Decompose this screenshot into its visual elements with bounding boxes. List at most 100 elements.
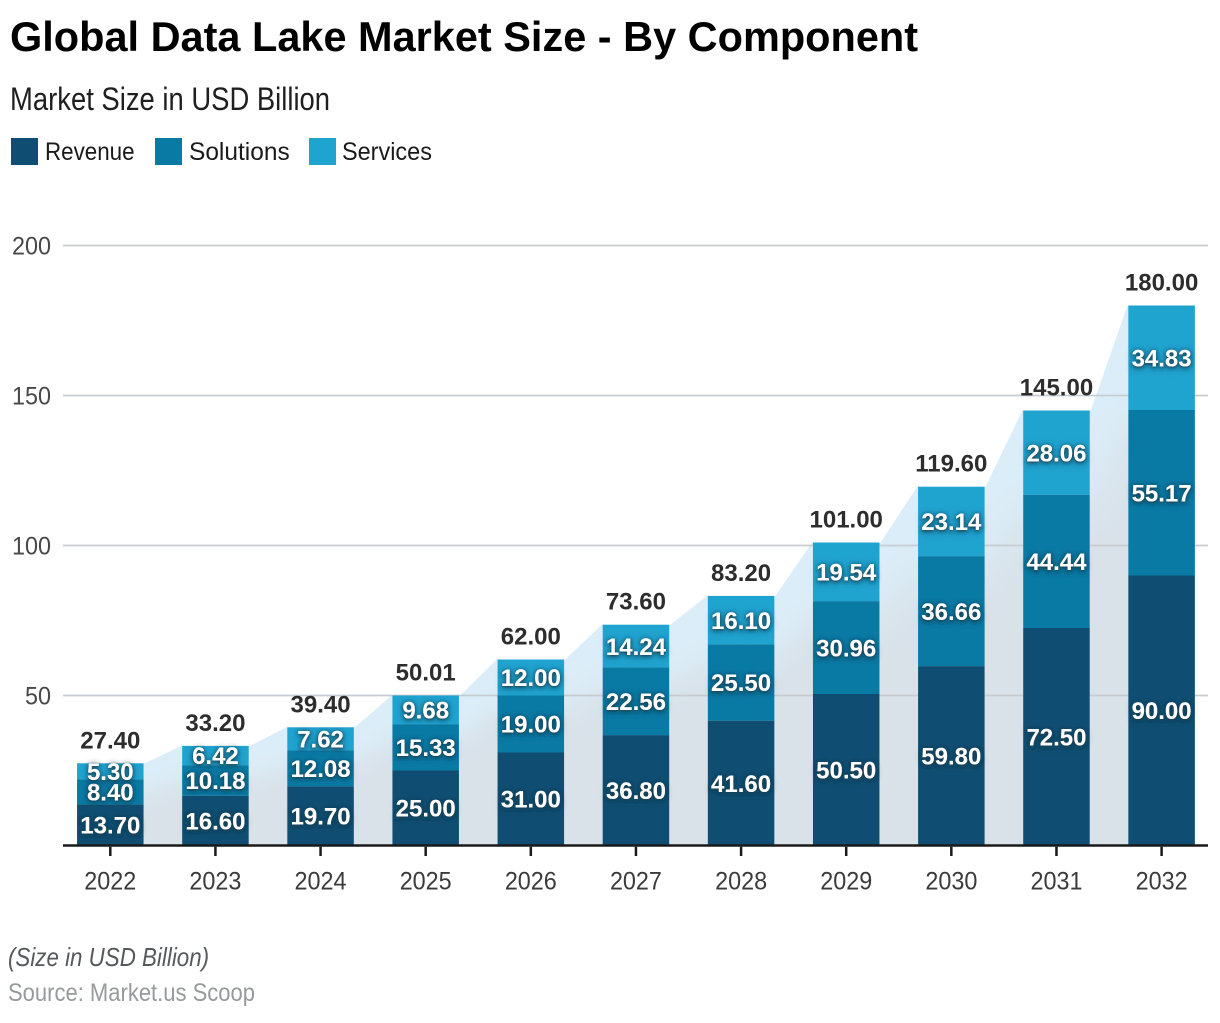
segment-label-2032-solutions: 55.17 [1132, 480, 1192, 507]
bar-segment-2032-revenue [1128, 575, 1195, 846]
segment-label-2029-services: 19.54 [816, 560, 877, 587]
bar-segment-2032-services [1128, 305, 1195, 410]
bar-segment-2029-solutions [812, 601, 880, 694]
bar-segment-2026-revenue [497, 752, 565, 846]
bar-segment-2028-solutions [707, 644, 775, 721]
bar-segment-2028-services [707, 595, 775, 645]
segment-label-2026-solutions: 19.00 [501, 712, 561, 739]
bar-segment-2032-solutions [1128, 409, 1195, 576]
segment-label-2027-services: 14.24 [606, 634, 667, 661]
segment-label-2022-solutions: 8.40 [87, 780, 134, 807]
x-axis-label: 2029 [820, 868, 872, 896]
legend-swatch-solutions [155, 138, 182, 165]
legend-swatch-services [309, 138, 336, 165]
bars [77, 305, 1195, 846]
total-label-2022: 27.40 [80, 727, 140, 754]
segment-label-2027-solutions: 22.56 [606, 689, 666, 716]
chart-subtitle: Market Size in USD Billion [10, 81, 331, 117]
x-axis-label: 2030 [925, 868, 977, 896]
segment-label-2031-revenue: 72.50 [1026, 724, 1086, 751]
segment-label-2023-services: 6.42 [192, 743, 239, 770]
total-label-2024: 39.40 [291, 691, 351, 718]
segment-label-2023-solutions: 10.18 [185, 768, 245, 795]
bar-segment-2026-services [497, 659, 565, 696]
segment-label-2028-services: 16.10 [711, 608, 771, 635]
segment-label-2032-services: 34.83 [1132, 345, 1192, 372]
segment-label-2026-revenue: 31.00 [501, 787, 561, 814]
x-axis-label: 2028 [715, 868, 767, 896]
bar-segment-2026-solutions [497, 695, 565, 753]
total-label-2029: 101.00 [810, 507, 883, 534]
segment-label-2023-revenue: 16.60 [185, 808, 245, 835]
bar-segment-2029-revenue [812, 694, 880, 846]
x-axis-label: 2022 [84, 868, 136, 896]
bar-segment-2022-revenue [77, 804, 144, 846]
segment-label-2026-services: 12.00 [501, 665, 561, 692]
x-axis-label: 2027 [610, 868, 662, 896]
segment-label-2024-solutions: 12.08 [291, 756, 351, 783]
segment-label-2031-solutions: 44.44 [1026, 549, 1087, 576]
x-axis-label: 2026 [505, 868, 557, 896]
segment-label-2030-services: 23.14 [921, 509, 982, 536]
bar-segment-2025-services [392, 695, 459, 725]
bar-segment-2030-solutions [918, 556, 985, 667]
x-axis-label: 2023 [189, 868, 241, 896]
legend-label-solutions: Solutions [189, 138, 290, 166]
bar-segment-2022-solutions [77, 779, 144, 805]
total-label-2023: 33.20 [185, 710, 245, 737]
legend-swatch-revenue [11, 138, 38, 165]
segment-label-2031-services: 28.06 [1026, 440, 1086, 467]
x-axis: 2022 2023 2024 2025 2026 2027 2028 2029 2030 2031… [63, 844, 1208, 896]
footer-source: Source: Market.us Scoop [8, 979, 256, 1007]
segment-label-2032-revenue: 90.00 [1132, 698, 1192, 725]
x-axis-label: 2032 [1136, 868, 1188, 896]
segment-label-2025-solutions: 15.33 [396, 735, 456, 762]
total-label-2030: 119.60 [915, 451, 987, 478]
footer-note: (Size in USD Billion) [8, 942, 210, 972]
bar-segment-2022-services [77, 763, 144, 780]
segment-label-2029-revenue: 50.50 [816, 757, 876, 784]
total-label-2026: 62.00 [501, 624, 561, 651]
y-axis-label: 200 [12, 233, 51, 261]
bar-segment-2025-solutions [392, 724, 459, 771]
bar-segment-2027-solutions [602, 667, 670, 736]
bar-segment-2031-services [1023, 410, 1090, 495]
bar-segment-2023-solutions [182, 765, 249, 796]
segment-label-2024-revenue: 19.70 [291, 804, 351, 831]
segment-label-2028-solutions: 25.50 [711, 670, 771, 697]
segment-label-2029-solutions: 30.96 [816, 635, 876, 662]
total-label-2025: 50.01 [396, 659, 456, 686]
x-axis-label: 2025 [400, 868, 452, 896]
bar-segment-2030-revenue [918, 666, 985, 846]
segment-label-2025-revenue: 25.00 [396, 796, 456, 823]
segment-label-2028-revenue: 41.60 [711, 771, 771, 798]
segment-label-2030-solutions: 36.66 [921, 599, 981, 626]
bar-segment-2027-services [602, 624, 670, 668]
gridlines: 50 100 150 200 [12, 233, 1208, 711]
y-axis-label: 50 [25, 683, 51, 711]
x-axis-label: 2031 [1030, 868, 1082, 896]
y-axis-label: 100 [12, 533, 51, 561]
bar-segment-2024-solutions [287, 750, 354, 787]
x-axis-label: 2024 [295, 868, 347, 896]
bar-segment-2031-revenue [1023, 628, 1090, 846]
segment-label-2022-services: 5.30 [87, 759, 134, 786]
segment-label-2022-revenue: 13.70 [80, 813, 140, 840]
chart-title: Global Data Lake Market Size - By Compon… [10, 13, 919, 60]
bar-segment-2027-revenue [602, 735, 670, 846]
bar-segment-2024-revenue [287, 786, 354, 846]
bar-segment-2030-services [918, 486, 985, 557]
bar-segment-2029-services [812, 542, 880, 602]
segment-label-2025-services: 9.68 [402, 698, 449, 725]
y-axis-label: 150 [12, 383, 51, 411]
segment-label-2030-revenue: 59.80 [921, 744, 981, 771]
bar-segment-2023-revenue [182, 795, 249, 846]
legend-label-services: Services [342, 138, 432, 166]
segment-label-2027-revenue: 36.80 [606, 778, 666, 805]
total-label-2027: 73.60 [606, 589, 666, 616]
segment-label-2024-services: 7.62 [297, 726, 344, 753]
bar-segment-2024-services [287, 727, 354, 751]
bar-segment-2028-revenue [707, 720, 775, 846]
